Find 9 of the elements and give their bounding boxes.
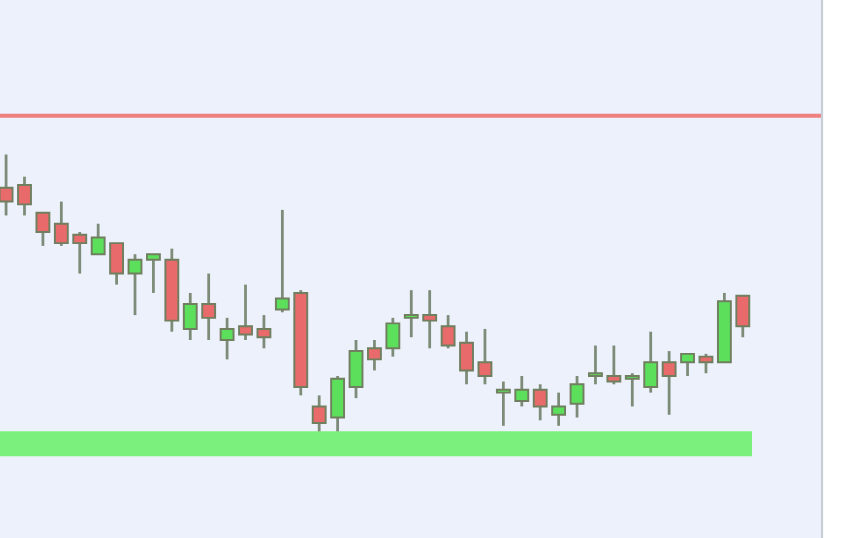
candlestick [477, 327, 493, 386]
candlestick [698, 352, 714, 375]
candlestick [127, 252, 143, 317]
candlestick [348, 338, 364, 400]
candlestick [569, 374, 585, 419]
candlestick [35, 211, 51, 248]
candlestick [256, 313, 272, 350]
candlestick [17, 175, 32, 217]
candlestick [0, 153, 14, 217]
